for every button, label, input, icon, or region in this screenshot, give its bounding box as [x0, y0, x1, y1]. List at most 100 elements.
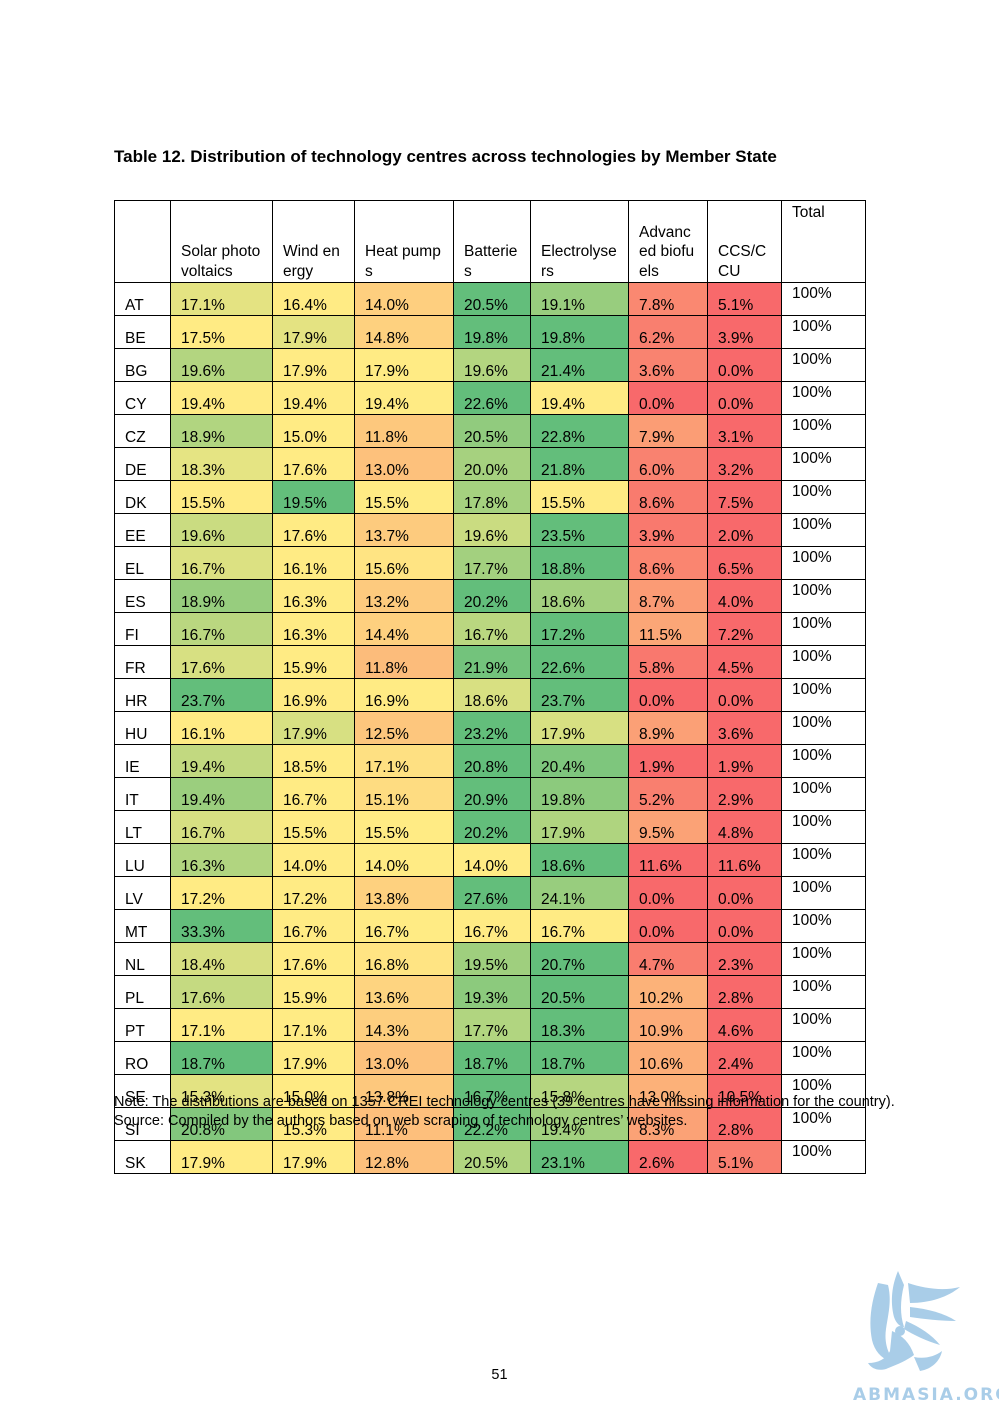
total-cell: 100% [781, 1140, 866, 1174]
ccs-cell: 6.5% [707, 546, 782, 580]
table-row: BG 19.6% 17.9% 17.9% 19.6% 21.4% 3.6% 0.0% 100% [114, 348, 866, 382]
batteries-cell: 18.7% [453, 1041, 531, 1075]
solar-cell: 18.7% [170, 1041, 273, 1075]
wind-cell: 17.6% [272, 942, 355, 976]
solar-cell: 16.7% [170, 546, 273, 580]
electrolysers-cell: 22.8% [530, 414, 629, 448]
total-cell: 100% [781, 315, 866, 349]
heat-pumps-cell: 13.2% [354, 579, 454, 613]
electrolysers-cell: 19.8% [530, 777, 629, 811]
solar-cell: 19.4% [170, 381, 273, 415]
country-cell: AT [114, 282, 171, 316]
ccs-cell: 4.5% [707, 645, 782, 679]
country-cell: PT [114, 1008, 171, 1042]
solar-cell: 18.9% [170, 579, 273, 613]
ccs-cell: 5.1% [707, 1140, 782, 1174]
total-cell: 100% [781, 744, 866, 778]
country-cell: CZ [114, 414, 171, 448]
table-row: RO 18.7% 17.9% 13.0% 18.7% 18.7% 10.6% 2.4% 100% [114, 1041, 866, 1075]
table-row: MT 33.3% 16.7% 16.7% 16.7% 16.7% 0.0% 0.0% 100% [114, 909, 866, 943]
country-cell: LV [114, 876, 171, 910]
electrolysers-cell: 23.7% [530, 678, 629, 712]
wind-cell: 16.3% [272, 612, 355, 646]
solar-cell: 16.7% [170, 810, 273, 844]
biofuels-cell: 3.9% [628, 513, 708, 547]
country-cell: CY [114, 381, 171, 415]
country-cell: SI [114, 1107, 171, 1141]
biofuels-cell: 6.2% [628, 315, 708, 349]
electrolysers-cell: 19.4% [530, 381, 629, 415]
electrolysers-cell: 19.8% [530, 315, 629, 349]
biofuels-cell: 8.7% [628, 579, 708, 613]
electrolysers-cell: 19.1% [530, 282, 629, 316]
wind-cell: 17.6% [272, 447, 355, 481]
total-cell: 100% [781, 579, 866, 613]
batteries-cell: 20.0% [453, 447, 531, 481]
biofuels-cell: 8.6% [628, 546, 708, 580]
biofuels-cell: 0.0% [628, 876, 708, 910]
biofuels-cell: 4.7% [628, 942, 708, 976]
wind-cell: 17.9% [272, 1140, 355, 1174]
total-cell: 100% [781, 942, 866, 976]
electrolysers-cell: 23.5% [530, 513, 629, 547]
country-cell: BG [114, 348, 171, 382]
header-total: Total [781, 200, 866, 283]
table-row: IE 19.4% 18.5% 17.1% 20.8% 20.4% 1.9% 1.9% 100% [114, 744, 866, 778]
country-cell: LU [114, 843, 171, 877]
total-cell: 100% [781, 447, 866, 481]
heat-pumps-cell: 16.7% [354, 909, 454, 943]
wind-cell: 16.7% [272, 909, 355, 943]
electrolysers-cell: 18.6% [530, 579, 629, 613]
biofuels-cell: 7.8% [628, 282, 708, 316]
electrolysers-cell: 20.4% [530, 744, 629, 778]
table-header-row: Solar photovoltaics Wind energy Heat pum… [114, 200, 866, 283]
table-row: ES 18.9% 16.3% 13.2% 20.2% 18.6% 8.7% 4.0% 100% [114, 579, 866, 613]
header-heat-pumps: Heat pumps [354, 200, 454, 283]
solar-cell: 17.6% [170, 645, 273, 679]
heat-pumps-cell: 15.5% [354, 810, 454, 844]
electrolysers-cell: 15.5% [530, 480, 629, 514]
country-cell: FR [114, 645, 171, 679]
heat-pumps-cell: 17.9% [354, 348, 454, 382]
country-cell: EE [114, 513, 171, 547]
total-cell: 100% [781, 876, 866, 910]
batteries-cell: 19.8% [453, 315, 531, 349]
country-cell: ES [114, 579, 171, 613]
ccs-cell: 0.0% [707, 348, 782, 382]
country-cell: DK [114, 480, 171, 514]
biofuels-cell: 10.2% [628, 975, 708, 1009]
header-solar: Solar photovoltaics [170, 200, 273, 283]
wind-cell: 17.6% [272, 513, 355, 547]
batteries-cell: 19.5% [453, 942, 531, 976]
ccs-cell: 2.0% [707, 513, 782, 547]
batteries-cell: 14.0% [453, 843, 531, 877]
wind-cell: 15.9% [272, 645, 355, 679]
table-row: HR 23.7% 16.9% 16.9% 18.6% 23.7% 0.0% 0.0% 100% [114, 678, 866, 712]
solar-cell: 17.1% [170, 1008, 273, 1042]
country-cell: IT [114, 777, 171, 811]
table-note: Note: The distributions are based on 135… [114, 1093, 904, 1130]
header-wind: Wind energy [272, 200, 355, 283]
electrolysers-cell: 20.7% [530, 942, 629, 976]
country-cell: IE [114, 744, 171, 778]
country-cell: FI [114, 612, 171, 646]
heat-pumps-cell: 11.1% [354, 1107, 454, 1141]
biofuels-cell: 0.0% [628, 678, 708, 712]
total-cell: 100% [781, 1008, 866, 1042]
electrolysers-cell: 18.3% [530, 1008, 629, 1042]
wind-cell: 16.3% [272, 579, 355, 613]
table-row: PL 17.6% 15.9% 13.6% 19.3% 20.5% 10.2% 2.8% 100% [114, 975, 866, 1009]
heat-pumps-cell: 13.8% [354, 1074, 454, 1108]
total-cell: 100% [781, 480, 866, 514]
wind-cell: 17.9% [272, 348, 355, 382]
electrolysers-cell: 17.9% [530, 810, 629, 844]
wind-cell: 19.5% [272, 480, 355, 514]
ccs-cell: 0.0% [707, 678, 782, 712]
electrolysers-cell: 22.6% [530, 645, 629, 679]
total-cell: 100% [781, 777, 866, 811]
solar-cell: 19.4% [170, 777, 273, 811]
country-cell: HU [114, 711, 171, 745]
table-row: SK 17.9% 17.9% 12.8% 20.5% 23.1% 2.6% 5.1% 100% [114, 1140, 866, 1174]
biofuels-cell: 11.6% [628, 843, 708, 877]
table-row: CY 19.4% 19.4% 19.4% 22.6% 19.4% 0.0% 0.0% 100% [114, 381, 866, 415]
